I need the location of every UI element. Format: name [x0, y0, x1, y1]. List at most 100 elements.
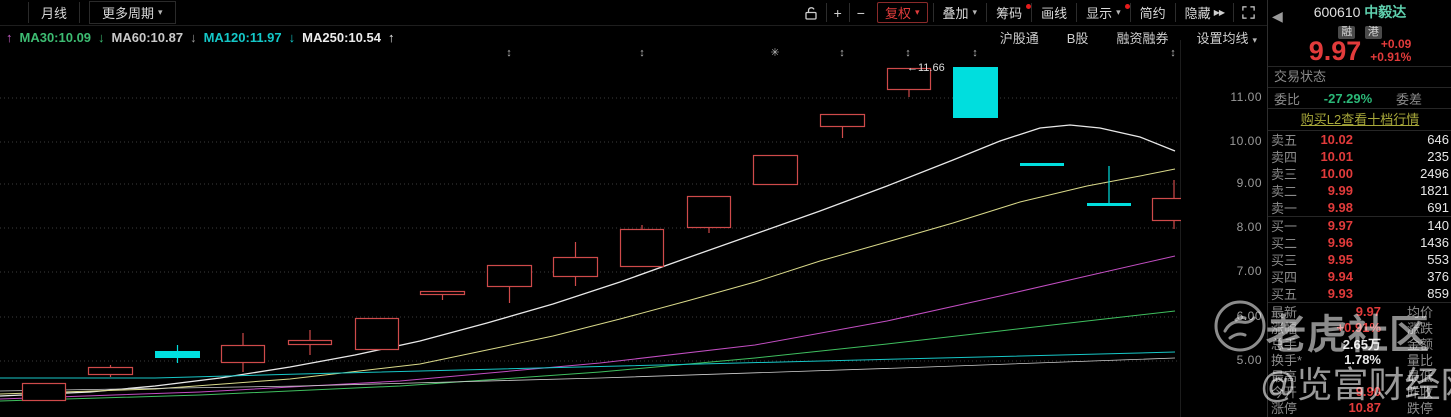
lock-open-icon[interactable]: [796, 3, 826, 22]
toolbar-button-draw-line[interactable]: 画线: [1031, 3, 1076, 22]
price-axis-label: 7.00: [1236, 264, 1262, 278]
level-volume: 859: [1427, 286, 1449, 301]
toolbar-button-overlay[interactable]: 叠加 ▾: [932, 3, 987, 22]
toolbar-button-display[interactable]: 显示 ▾: [1076, 3, 1130, 22]
candle-up: [1151, 197, 1181, 222]
ma-trend-arrow: ↑: [6, 30, 13, 45]
level-label: 买二: [1271, 236, 1298, 251]
detail-row: 总手 2.65万 金额: [1268, 335, 1451, 352]
high-price-annotation: ←11.66: [907, 62, 945, 74]
chevron-down-icon: ▾: [915, 7, 920, 17]
ma-magenta: [0, 255, 1176, 400]
detail-value: 10.87: [1348, 399, 1381, 415]
quote-header: ◀ 600610 中毅达 融 港 9.97 +0.09 +0.91%: [1268, 0, 1451, 67]
level-volume: 140: [1427, 218, 1449, 233]
notification-dot: [1026, 4, 1032, 9]
ma-legend-value: MA30:10.09: [19, 30, 92, 45]
more-periods-dropdown[interactable]: 更多周期 ▾: [89, 1, 176, 24]
price-axis-label: 6.00: [1236, 309, 1262, 323]
ma-white-thin: [0, 357, 1176, 392]
l2-link-row: 购买L2查看十档行情: [1268, 109, 1451, 131]
price-axis-label: 10.00: [1229, 134, 1262, 148]
toolbar-button-adjust-price[interactable]: 复权 ▾: [876, 2, 928, 23]
level-price: 9.94: [1327, 269, 1353, 284]
back-arrow-icon[interactable]: ◀: [1272, 8, 1283, 24]
ask-row[interactable]: 卖三 10.00 2496: [1268, 165, 1451, 182]
price-change: +0.09: [1380, 37, 1412, 51]
quote-details: 最新 9.97 均价 涨幅 +0.91% 涨跌 总手 2.65万 金额 换手* 1.78% 量比 最高最…: [1268, 302, 1451, 416]
toolbar-button-simple-mode[interactable]: 简约: [1129, 3, 1175, 22]
detail-label: 涨停: [1271, 400, 1298, 416]
level-price: 10.00: [1320, 166, 1353, 181]
weibi-label: 委比: [1274, 91, 1301, 107]
candle-up: [486, 264, 533, 288]
detail-row: 最高 最低: [1268, 367, 1451, 384]
chevron-down-icon: ▾: [1252, 35, 1257, 45]
price-axis-label: 9.00: [1236, 176, 1262, 190]
bid-row[interactable]: 买三 9.95 553: [1268, 251, 1451, 268]
candle-down: [155, 351, 200, 358]
bid-row[interactable]: 买四 9.94 376: [1268, 268, 1451, 285]
level-label: 卖五: [1271, 133, 1298, 148]
ask-row[interactable]: 卖二 9.99 1821: [1268, 182, 1451, 199]
event-marker-icon: ↕: [905, 47, 911, 59]
tag-hk-connect: 港: [1364, 26, 1382, 39]
level-volume: 553: [1427, 252, 1449, 267]
event-marker-icon: ✳: [770, 47, 779, 59]
ma-settings-dropdown[interactable]: 设置均线 ▾: [1196, 31, 1257, 46]
fullscreen-icon[interactable]: [1233, 3, 1263, 22]
price-change-pct: +0.91%: [1370, 50, 1412, 64]
market-link[interactable]: 融资融券: [1116, 31, 1169, 46]
detail-label: 换手*: [1271, 352, 1303, 368]
level-price: 9.99: [1327, 183, 1353, 198]
market-link[interactable]: B股: [1066, 31, 1089, 46]
double-arrow-icon: ▶▶: [1213, 8, 1225, 17]
stock-title: 600610 中毅达: [1268, 0, 1451, 22]
price-axis-label: 11.00: [1230, 90, 1262, 104]
level-price: 9.93: [1327, 286, 1353, 301]
l2-upgrade-link[interactable]: 购买L2查看十档行情: [1300, 112, 1420, 127]
detail-label: 最新: [1271, 304, 1298, 320]
ma-yellow: [0, 168, 1176, 395]
more-periods-label: 更多周期: [102, 6, 155, 21]
market-link[interactable]: 沪股通: [999, 31, 1039, 46]
toolbar-button-hide-panel[interactable]: 隐藏 ▶▶: [1174, 3, 1233, 22]
candle-up: [752, 154, 799, 186]
level-volume: 2496: [1420, 166, 1449, 181]
level-volume: 1821: [1420, 183, 1449, 198]
bid-row[interactable]: 买一 9.97 140: [1268, 217, 1451, 234]
bid-row[interactable]: 买五 9.93 859: [1268, 285, 1451, 302]
ma-legend-value: MA250:10.54: [302, 30, 381, 45]
level-price: 10.02: [1320, 132, 1353, 147]
detail-value: 1.78%: [1344, 351, 1381, 367]
price-change-block: +0.09 +0.91%: [1370, 38, 1411, 64]
ask-row[interactable]: 卖四 10.01 235: [1268, 148, 1451, 165]
ask-row[interactable]: 卖五 10.02 646: [1268, 131, 1451, 148]
period-tab-monthly[interactable]: 月线: [28, 2, 81, 23]
bid-row[interactable]: 买二 9.96 1436: [1268, 234, 1451, 251]
minus-icon[interactable]: −: [848, 3, 872, 22]
weibi-value: -27.29%: [1323, 90, 1373, 106]
toolbar-button-label: 简约: [1139, 6, 1166, 21]
level-label: 卖三: [1271, 167, 1298, 182]
level-price: 9.96: [1327, 235, 1353, 250]
toolbar-button-label: 画线: [1041, 6, 1068, 21]
level-label: 卖二: [1271, 184, 1298, 199]
level-price: 9.98: [1327, 200, 1353, 215]
level-price: 9.95: [1327, 252, 1353, 267]
candlestick-chart[interactable]: ↕ ↕ ✳ ↕ ↕ ↕ ↕ ←11.66: [0, 0, 1181, 417]
toolbar-button-chip-distribution[interactable]: 筹码: [986, 3, 1032, 22]
toolbar-button-label: 显示: [1086, 6, 1113, 21]
detail-row: 最新 9.97 均价: [1268, 303, 1451, 320]
last-price: 9.97: [1308, 36, 1362, 66]
candle-up: [886, 67, 932, 91]
ma-green: [0, 310, 1176, 402]
candle-down: [953, 67, 998, 118]
price-block: 9.97 +0.09 +0.91%: [1268, 36, 1451, 66]
toolbar-button-label: 复权: [884, 6, 911, 21]
event-marker-icon: ↕: [972, 47, 978, 59]
event-marker-icon: ↕: [506, 47, 512, 59]
plus-icon[interactable]: +: [825, 3, 849, 22]
toolbar-button-label: 叠加: [942, 6, 969, 21]
ask-row[interactable]: 卖一 9.98 691: [1268, 199, 1451, 216]
